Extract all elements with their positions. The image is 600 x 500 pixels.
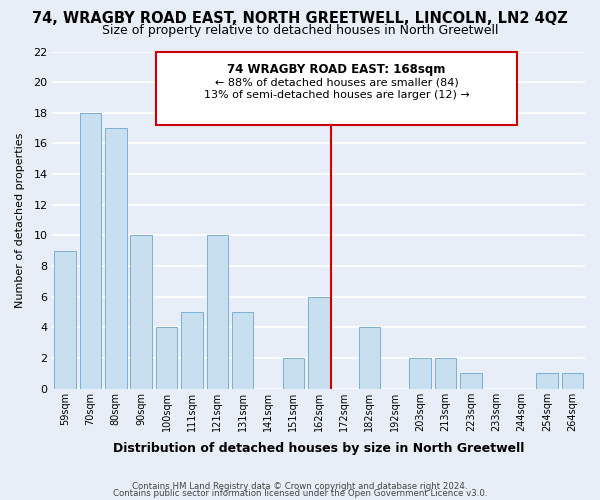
Bar — [283, 358, 304, 388]
Bar — [206, 236, 228, 388]
Text: Contains public sector information licensed under the Open Government Licence v3: Contains public sector information licen… — [113, 490, 487, 498]
Bar — [409, 358, 431, 388]
Bar — [536, 374, 558, 388]
Bar — [308, 297, 329, 388]
Y-axis label: Number of detached properties: Number of detached properties — [15, 132, 25, 308]
Bar — [435, 358, 456, 388]
Text: 74, WRAGBY ROAD EAST, NORTH GREETWELL, LINCOLN, LN2 4QZ: 74, WRAGBY ROAD EAST, NORTH GREETWELL, L… — [32, 11, 568, 26]
Bar — [460, 374, 482, 388]
Bar — [232, 312, 253, 388]
Text: 13% of semi-detached houses are larger (12) →: 13% of semi-detached houses are larger (… — [203, 90, 469, 101]
Bar — [105, 128, 127, 388]
Bar — [156, 328, 178, 388]
Text: ← 88% of detached houses are smaller (84): ← 88% of detached houses are smaller (84… — [215, 78, 458, 88]
X-axis label: Distribution of detached houses by size in North Greetwell: Distribution of detached houses by size … — [113, 442, 524, 455]
Bar — [562, 374, 583, 388]
Bar — [55, 251, 76, 388]
Bar — [130, 236, 152, 388]
Bar — [359, 328, 380, 388]
Text: Size of property relative to detached houses in North Greetwell: Size of property relative to detached ho… — [102, 24, 498, 37]
Bar — [80, 113, 101, 388]
Text: 74 WRAGBY ROAD EAST: 168sqm: 74 WRAGBY ROAD EAST: 168sqm — [227, 62, 446, 76]
Bar — [181, 312, 203, 388]
Text: Contains HM Land Registry data © Crown copyright and database right 2024.: Contains HM Land Registry data © Crown c… — [132, 482, 468, 491]
